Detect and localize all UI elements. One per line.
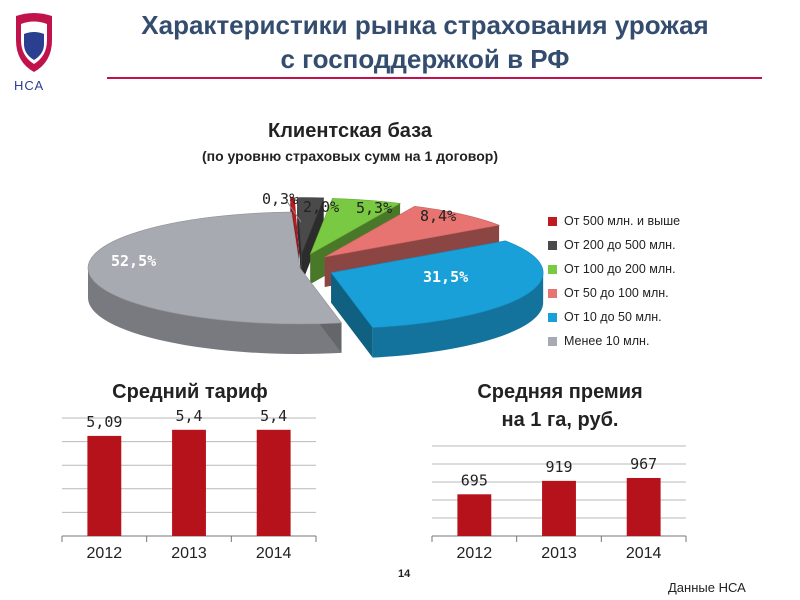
pie-legend: От 500 млн. и выше От 200 до 500 млн. От 1…: [548, 209, 680, 353]
bar-value-label: 967: [630, 455, 657, 473]
category-tick-label: 2012: [457, 545, 493, 562]
nsa-logo: [16, 13, 52, 72]
page-number: 14: [398, 568, 411, 580]
pie-value-label: 2,0%: [303, 198, 339, 216]
title-line-1: Характеристики рынка страхования урожая: [141, 10, 709, 40]
title-line-2: с господдержкой в РФ: [280, 44, 570, 74]
logo-text: НСА: [14, 78, 45, 93]
premium-chart-title: Средняя премия на 1 га, руб.: [430, 378, 690, 434]
pie-slice: [309, 198, 402, 255]
legend-item: От 500 млн. и выше: [548, 209, 680, 233]
bar-value-label: 5,4: [175, 407, 202, 425]
pie-slice: [324, 205, 501, 258]
category-tick-label: 2013: [541, 545, 577, 562]
category-tick-label: 2014: [256, 545, 292, 562]
legend-item: От 10 до 50 млн.: [548, 305, 680, 329]
legend-item: От 50 до 100 млн.: [548, 281, 680, 305]
legend-label: Менее 10 млн.: [564, 334, 650, 348]
source-note: Данные НСА: [668, 580, 746, 595]
premium-title-line-1: Средняя премия: [477, 381, 643, 403]
pie-slice: [289, 197, 300, 254]
title-divider: [107, 77, 762, 79]
legend-label: От 500 млн. и выше: [564, 214, 681, 228]
legend-swatch: [548, 216, 557, 226]
category-tick-label: 2012: [87, 545, 123, 562]
bar: [457, 494, 492, 536]
legend-item: Менее 10 млн.: [548, 329, 680, 353]
legend-swatch: [548, 312, 557, 322]
legend-label: От 100 до 200 млн.: [564, 262, 676, 276]
legend-label: От 200 до 500 млн.: [564, 238, 676, 252]
pie-value-label: 8,4%: [420, 207, 456, 225]
legend-swatch: [548, 240, 557, 250]
category-tick-label: 2013: [171, 545, 207, 562]
category-tick-label: 2014: [626, 545, 662, 562]
bar-value-label: 695: [461, 471, 488, 489]
bar-value-label: 919: [545, 458, 572, 476]
pie-slice: [330, 240, 544, 328]
pie-chart-subtitle: (по уровню страховых сумм на 1 договор): [201, 148, 498, 164]
bar-value-label: 5,4: [260, 407, 287, 425]
legend-item: От 200 до 500 млн.: [548, 233, 680, 257]
legend-swatch: [548, 264, 557, 274]
legend-label: От 10 до 50 млн.: [564, 310, 662, 324]
bar-value-label: 5,09: [86, 413, 122, 431]
pie-chart-title: Клиентская база: [268, 120, 432, 142]
pie-slice: [296, 197, 325, 254]
pie-value-label: 31,5%: [423, 268, 468, 286]
legend-swatch: [548, 336, 557, 346]
pie-value-label: 5,3%: [356, 199, 392, 217]
bar: [626, 477, 661, 536]
pie-value-label: 52,5%: [111, 252, 156, 270]
bar: [87, 435, 122, 536]
pie-value-label: 0,3%: [262, 190, 298, 208]
bar: [256, 429, 291, 536]
pie-leader-line: [285, 199, 302, 223]
legend-swatch: [548, 288, 557, 298]
legend-label: От 50 до 100 млн.: [564, 286, 669, 300]
legend-item: От 100 до 200 млн.: [548, 257, 680, 281]
premium-title-line-2: на 1 га, руб.: [501, 409, 619, 431]
tariff-chart-title: Средний тариф: [112, 381, 268, 403]
bar: [172, 429, 206, 536]
page-title: Характеристики рынка страхования урожая …: [70, 8, 780, 76]
pie-slice: [87, 211, 343, 325]
bar: [542, 480, 576, 536]
pie-slice-side: [297, 197, 324, 284]
